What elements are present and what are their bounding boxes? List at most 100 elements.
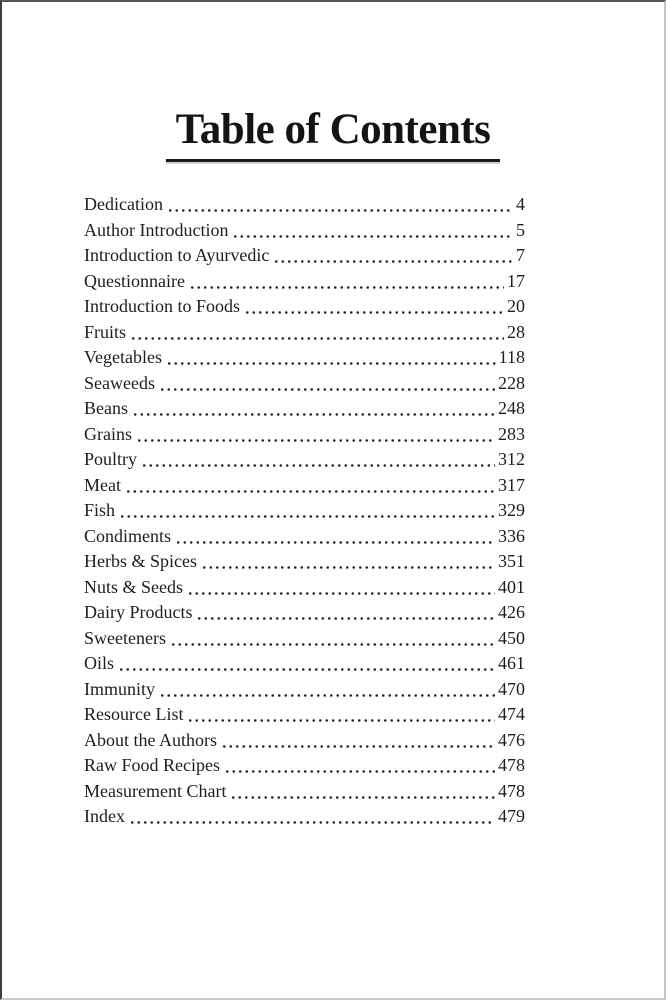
toc-entry: About the Authors 476	[84, 727, 525, 754]
toc-entry-page-number: 450	[498, 627, 525, 648]
dot-leader	[118, 651, 495, 677]
toc-entry-page-number: 329	[498, 500, 525, 521]
dot-leader	[166, 192, 513, 218]
toc-entry: Introduction to Ayurvedic 7	[84, 243, 525, 269]
toc-entry-label: Dairy Products	[84, 602, 193, 623]
dot-leader	[119, 498, 495, 524]
toc-entry: Sweeteners 450	[84, 625, 525, 652]
toc-entry-page-number: 5	[516, 219, 525, 240]
toc-entry-label: Introduction to Ayurvedic	[84, 245, 270, 266]
toc-entry-page-number: 283	[498, 423, 525, 444]
toc-list: Dedication 4 Author Introduction 5 Intro…	[84, 192, 525, 830]
toc-entry-page-number: 4	[516, 194, 525, 215]
toc-entry-page-number: 478	[498, 780, 525, 801]
toc-entry: Author Introduction 5	[84, 217, 525, 244]
dot-leader	[244, 294, 504, 320]
dot-leader	[165, 345, 496, 371]
toc-entry-label: About the Authors	[84, 729, 217, 750]
toc-entry-page-number: 317	[498, 474, 525, 495]
toc-entry-page-number: 336	[498, 525, 525, 546]
toc-entry-label: Seaweeds	[84, 372, 155, 393]
dot-leader	[187, 702, 495, 728]
dot-leader	[128, 804, 495, 830]
toc-entry-page-number: 312	[498, 449, 525, 470]
toc-entry-page-number: 474	[498, 704, 525, 725]
toc-entry-label: Author Introduction	[84, 219, 229, 240]
title-section: Table of Contents	[2, 106, 664, 163]
toc-entry: Beans 248	[84, 396, 525, 422]
toc-entry-label: Nuts & Seeds	[84, 576, 183, 597]
toc-entry-page-number: 228	[498, 372, 525, 393]
toc-entry-label: Meat	[84, 474, 121, 495]
toc-entry-label: Resource List	[84, 704, 184, 725]
toc-entry: Seaweeds 228	[84, 370, 525, 397]
toc-entry-page-number: 7	[516, 245, 525, 266]
toc-entry-label: Dedication	[84, 194, 163, 215]
toc-entry-page-number: 401	[498, 576, 525, 597]
toc-entry: Grains 283	[84, 421, 525, 448]
toc-entry: Questionnaire 17	[84, 268, 525, 295]
dot-leader	[175, 523, 495, 550]
page-title: Table of Contents	[165, 106, 501, 163]
toc-entry-label: Measurement Chart	[84, 780, 227, 801]
toc-entry-page-number: 426	[498, 602, 525, 623]
dot-leader	[187, 574, 495, 601]
toc-entry-page-number: 20	[507, 296, 525, 317]
toc-entry-page-number: 28	[507, 321, 525, 342]
toc-entry: Fish 329	[84, 498, 525, 524]
dot-leader	[169, 625, 495, 652]
toc-entry: Introduction to Foods 20	[84, 294, 525, 320]
toc-entry: Resource List 474	[84, 702, 525, 728]
toc-entry-label: Index	[84, 806, 125, 827]
dot-leader	[221, 727, 495, 754]
toc-entry: Nuts & Seeds 401	[84, 574, 525, 601]
toc-entry-page-number: 476	[498, 729, 525, 750]
toc-entry-label: Sweeteners	[84, 627, 166, 648]
dot-leader	[223, 753, 495, 779]
toc-entry: Condiments 336	[84, 523, 525, 550]
dot-leader	[273, 243, 513, 269]
toc-entry-label: Questionnaire	[84, 270, 185, 291]
toc-entry-page-number: 478	[498, 755, 525, 776]
toc-entry-page-number: 461	[498, 653, 525, 674]
toc-entry-label: Vegetables	[84, 347, 162, 368]
toc-entry-page-number: 118	[498, 347, 525, 368]
dot-leader	[141, 447, 495, 473]
toc-entry-page-number: 248	[498, 398, 525, 419]
toc-entry-label: Raw Food Recipes	[84, 755, 220, 776]
toc-entry: Oils 461	[84, 651, 525, 677]
dot-leader	[158, 370, 495, 397]
toc-entry-label: Beans	[84, 398, 128, 419]
toc-entry: Dedication 4	[84, 192, 525, 218]
toc-entry-label: Herbs & Spices	[84, 551, 197, 572]
dot-leader	[132, 396, 495, 422]
toc-entry-page-number: 351	[498, 551, 525, 572]
toc-entry: Measurement Chart 478	[84, 778, 525, 805]
toc-entry-label: Immunity	[84, 678, 155, 699]
toc-entry: Index 479	[84, 804, 525, 830]
toc-entry: Immunity 470	[84, 676, 525, 703]
toc-entry: Poultry 312	[84, 447, 525, 473]
toc-entry-label: Grains	[84, 423, 132, 444]
dot-leader	[196, 600, 495, 626]
toc-entry: Herbs & Spices 351	[84, 549, 525, 575]
dot-leader	[188, 268, 504, 295]
toc-entry-label: Fruits	[84, 321, 127, 342]
toc-entry-label: Introduction to Foods	[84, 296, 240, 317]
toc-entry: Raw Food Recipes 478	[84, 753, 525, 779]
toc-entry-page-number: 479	[498, 806, 525, 827]
toc-entry-label: Condiments	[84, 525, 172, 546]
dot-leader	[232, 217, 513, 244]
toc-entry-page-number: 470	[498, 678, 525, 699]
toc-entry-page-number: 17	[507, 270, 525, 291]
toc-entry-label: Poultry	[84, 449, 138, 470]
dot-leader	[136, 421, 495, 448]
toc-entry-label: Oils	[84, 653, 115, 674]
dot-leader	[230, 778, 495, 805]
toc-entry: Dairy Products 426	[84, 600, 525, 626]
dot-leader	[124, 472, 495, 499]
toc-entry: Vegetables 118	[84, 345, 525, 371]
toc-entry: Meat 317	[84, 472, 525, 499]
toc-entry-label: Fish	[84, 500, 116, 521]
